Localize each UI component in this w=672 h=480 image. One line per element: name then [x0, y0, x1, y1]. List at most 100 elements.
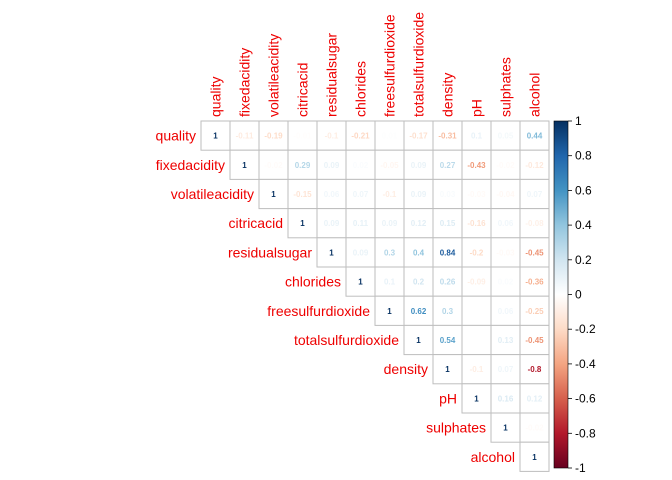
cell-4-7	[403, 237, 434, 268]
value-fixedacidity-sulphates: -0.02	[496, 161, 515, 170]
legend-colorbar	[553, 120, 569, 469]
cell-8-10	[490, 354, 521, 385]
value-freesulfurdioxide-totalsulfurdioxide: 0.62	[411, 307, 427, 316]
cell-7-11	[519, 324, 550, 356]
cell-1-7	[403, 149, 434, 180]
value-fixedacidity-citricacid: 0.29	[295, 161, 311, 170]
value-residualsugar-residualsugar: 1	[329, 248, 334, 257]
value-quality-density: -0.31	[438, 132, 457, 141]
value-volatileacidity-pH: -0.03	[467, 190, 486, 199]
value-alcohol-alcohol: 1	[532, 453, 537, 462]
cell-6-7	[403, 295, 434, 326]
value-residualsugar-totalsulfurdioxide: 0.4	[413, 248, 425, 257]
legend-tick-label: 0.8	[575, 149, 592, 163]
value-residualsugar-density: 0.84	[440, 248, 456, 257]
value-quality-fixedacidity: -0.11	[236, 132, 254, 141]
row-label-volatileacidity: volatileacidity	[171, 186, 254, 202]
value-citricacid-residualsugar: 0.09	[324, 219, 340, 228]
cell-4-10	[490, 237, 521, 268]
value-citricacid-freesulfurdioxide: 0.09	[382, 219, 398, 228]
row-label-sulphates: sulphates	[426, 420, 486, 436]
cell-1-10	[490, 149, 521, 180]
cell-7-8	[432, 324, 463, 356]
legend-tick-label: -1	[575, 461, 586, 475]
cell-0-5	[345, 120, 376, 151]
cell-6-10	[490, 295, 521, 326]
cell-5-7	[403, 266, 434, 297]
cell-10-10	[490, 412, 521, 443]
value-fixedacidity-volatileacidity: -0.02	[264, 161, 283, 170]
value-volatileacidity-chlorides: 0.07	[353, 190, 369, 199]
value-citricacid-alcohol: -0.08	[525, 219, 544, 228]
value-freesulfurdioxide-density: 0.3	[442, 307, 454, 316]
cell-8-11	[519, 354, 550, 385]
value-chlorides-pH: -0.09	[467, 278, 486, 287]
value-volatileacidity-totalsulfurdioxide: 0.09	[411, 190, 427, 199]
value-citricacid-pH: -0.16	[467, 219, 486, 228]
value-citricacid-totalsulfurdioxide: 0.12	[411, 219, 427, 228]
row-label-citricacid: citricacid	[229, 215, 283, 231]
cell-1-11	[519, 149, 550, 180]
cell-9-10	[490, 383, 521, 414]
legend-tick-label: 0.2	[575, 253, 592, 267]
value-fixedacidity-freesulfurdioxide: -0.05	[380, 161, 399, 170]
value-quality-alcohol: 0.44	[527, 132, 543, 141]
col-label-density: density	[440, 73, 456, 117]
value-density-pH: -0.1	[470, 365, 484, 374]
value-quality-volatileacidity: -0.19	[264, 132, 283, 141]
cell-2-11	[519, 178, 550, 210]
legend-tick-label: 0	[575, 288, 582, 302]
cell-3-3	[287, 208, 318, 239]
value-fixedacidity-alcohol: -0.12	[525, 161, 544, 170]
cell-4-8	[432, 237, 463, 268]
col-label-citricacid: citricacid	[295, 63, 311, 117]
value-chlorides-density: 0.26	[440, 278, 456, 287]
cell-0-7	[403, 120, 434, 151]
cell-4-9	[461, 237, 492, 268]
cell-1-2	[258, 149, 289, 180]
cell-1-4	[316, 149, 347, 180]
col-label-sulphates: sulphates	[498, 57, 514, 117]
legend-tick-label: -0.8	[575, 426, 596, 440]
cell-2-7	[403, 178, 434, 210]
row-label-density: density	[384, 361, 428, 377]
value-chlorides-sulphates: 0.02	[498, 278, 514, 287]
row-label-totalsulfurdioxide: totalsulfurdioxide	[294, 332, 399, 348]
cell-1-9	[461, 149, 492, 180]
value-residualsugar-freesulfurdioxide: 0.3	[384, 248, 396, 257]
value-fixedacidity-pH: -0.43	[467, 161, 486, 170]
legend-tick-label: -0.2	[575, 322, 596, 336]
legend-tick-label: 0.6	[575, 183, 592, 197]
value-chlorides-totalsulfurdioxide: 0.2	[413, 278, 425, 287]
value-residualsugar-alcohol: -0.45	[525, 248, 544, 257]
cell-1-1	[229, 149, 260, 180]
value-sulphates-sulphates: 1	[503, 424, 508, 433]
cell-8-9	[461, 354, 492, 385]
value-sulphates-alcohol: -0.02	[525, 424, 544, 433]
value-volatileacidity-volatileacidity: 1	[271, 190, 276, 199]
value-totalsulfurdioxide-alcohol: -0.45	[525, 336, 544, 345]
value-quality-sulphates: 0.05	[498, 132, 514, 141]
value-freesulfurdioxide-freesulfurdioxide: 1	[387, 307, 392, 316]
cell-5-10	[490, 266, 521, 297]
cell-2-5	[345, 178, 376, 210]
value-citricacid-sulphates: 0.06	[498, 219, 514, 228]
col-label-pH: pH	[469, 99, 485, 117]
legend-tick-label: -0.4	[575, 357, 596, 371]
value-quality-pH: 0.1	[471, 132, 483, 141]
value-residualsugar-sulphates: -0.03	[496, 248, 515, 257]
value-totalsulfurdioxide-density: 0.54	[440, 336, 456, 345]
cell-3-11	[519, 208, 550, 239]
value-fixedacidity-fixedacidity: 1	[242, 161, 247, 170]
value-citricacid-chlorides: 0.11	[353, 219, 369, 228]
cell-1-5	[345, 149, 376, 180]
cell-0-11	[519, 120, 550, 151]
cell-6-9	[461, 295, 492, 326]
col-label-freesulfurdioxide: freesulfurdioxide	[382, 14, 398, 117]
value-residualsugar-pH: -0.2	[470, 248, 484, 257]
value-quality-citricacid: -0.01	[293, 132, 312, 141]
value-density-alcohol: -0.8	[528, 365, 542, 374]
row-label-fixedacidity: fixedacidity	[156, 157, 225, 173]
value-pH-pH: 1	[474, 394, 479, 403]
